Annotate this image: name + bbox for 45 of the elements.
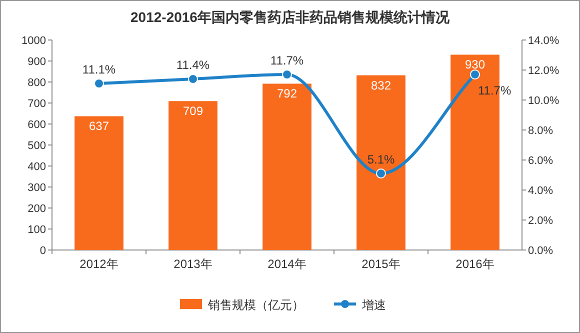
bar bbox=[74, 116, 124, 250]
y-tick-label: 600 bbox=[28, 119, 46, 131]
bar bbox=[168, 101, 218, 250]
y-tick-label: 700 bbox=[28, 98, 46, 110]
y-tick-label: 0 bbox=[40, 245, 46, 257]
x-tick-label: 2014年 bbox=[268, 257, 306, 271]
point bbox=[470, 70, 480, 80]
point bbox=[188, 74, 198, 84]
data-label: 930 bbox=[464, 58, 486, 72]
y-tick-label: 200 bbox=[28, 203, 46, 215]
y2-tick-label: 8.0% bbox=[528, 125, 554, 137]
y2-tick-label: 4.0% bbox=[528, 185, 554, 197]
y-tick-label: 800 bbox=[28, 77, 46, 89]
point bbox=[94, 78, 104, 88]
point bbox=[282, 70, 292, 80]
legend-label: 增速 bbox=[361, 298, 386, 312]
y2-tick-label: 0.0% bbox=[528, 245, 554, 257]
data-label: 11.1% bbox=[82, 62, 116, 76]
y-tick-label: 100 bbox=[28, 224, 46, 236]
data-label: 709 bbox=[182, 104, 204, 118]
y2-tick-label: 6.0% bbox=[528, 155, 554, 167]
point bbox=[376, 168, 386, 178]
x-tick-label: 2013年 bbox=[174, 257, 212, 271]
x-tick-label: 2015年 bbox=[362, 257, 400, 271]
y-tick-label: 400 bbox=[28, 161, 46, 173]
data-label: 792 bbox=[276, 86, 298, 101]
legend-label: 销售规模（亿元） bbox=[207, 298, 304, 312]
x-tick-label: 2016年 bbox=[456, 257, 494, 271]
y-tick-label: 900 bbox=[28, 56, 46, 68]
chart-title: 2012-2016年国内零售药店非药品销售规模统计情况 bbox=[130, 9, 450, 25]
data-label: 832 bbox=[370, 78, 392, 92]
data-label: 11.4% bbox=[176, 58, 210, 72]
bar bbox=[262, 84, 312, 250]
y-tick-label: 500 bbox=[28, 140, 46, 152]
bar bbox=[356, 75, 406, 250]
y2-tick-label: 10.0% bbox=[528, 95, 560, 107]
y2-tick-label: 14.0% bbox=[528, 35, 560, 47]
x-tick-label: 2012年 bbox=[80, 257, 118, 271]
data-label: 637 bbox=[88, 119, 110, 134]
y-tick-label: 300 bbox=[28, 182, 46, 194]
y2-tick-label: 2.0% bbox=[528, 215, 554, 227]
data-label: 11.7% bbox=[270, 54, 304, 68]
data-label: 5.1% bbox=[367, 152, 395, 166]
y-tick-label: 1000 bbox=[22, 35, 46, 47]
y2-tick-label: 12.0% bbox=[528, 65, 560, 77]
